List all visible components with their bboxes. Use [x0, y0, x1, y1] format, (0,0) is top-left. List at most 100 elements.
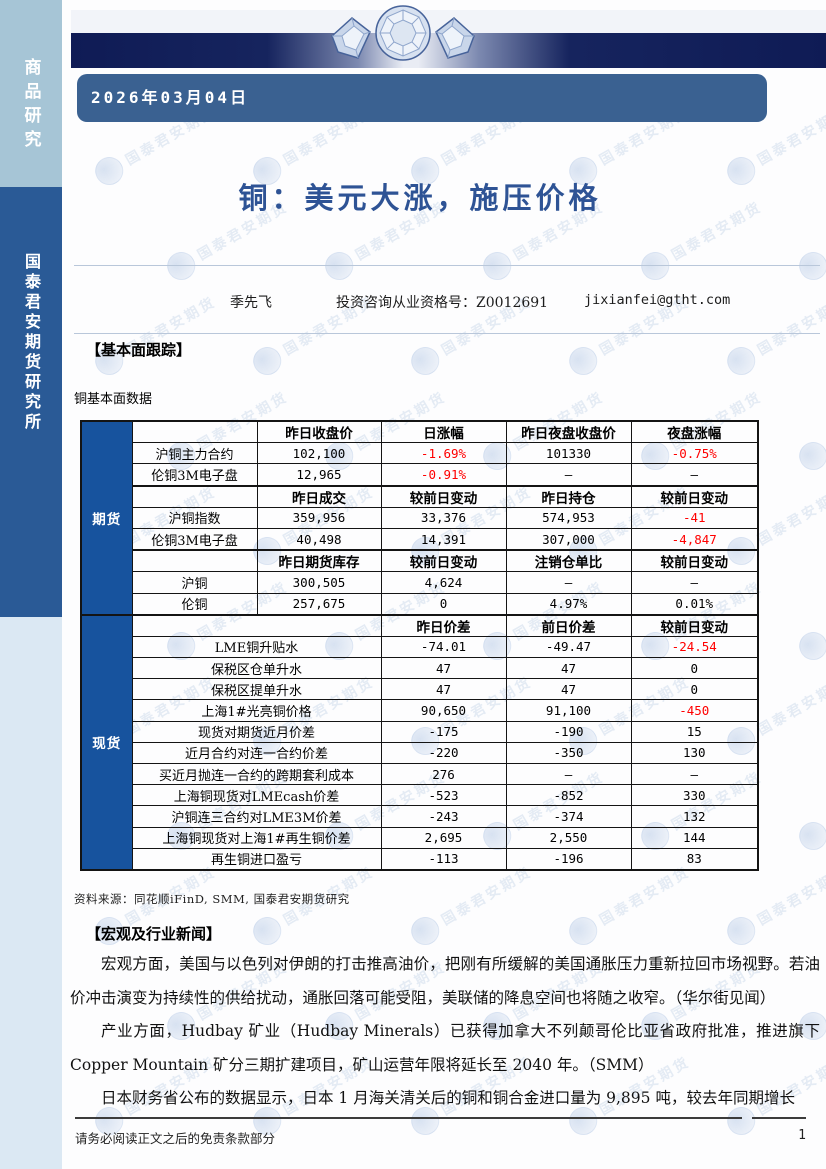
table-cell: 132 [630, 805, 759, 828]
table-subheader-cell [131, 484, 258, 508]
table-subheader-cell: 昨日夜盘收盘价 [505, 420, 632, 444]
table-cell: 330 [630, 784, 759, 807]
table-cell: – [505, 571, 632, 594]
table-cell: -852 [505, 784, 632, 807]
news-paragraph: 产业方面，Hudbay 矿业（Hudbay Minerals）已获得加拿大不列颠… [70, 1022, 820, 1074]
table-subheader-cell [131, 420, 258, 444]
table-row: 沪铜连三合约对LME3M价差 -243 -374 132 [81, 805, 759, 828]
watermark-logo: 国泰君安期货 [794, 383, 826, 476]
table-cell: 40,498 [256, 527, 382, 551]
report-title: 铜：美元大涨，施压价格 [238, 181, 602, 215]
table-cell: -0.91% [380, 463, 507, 487]
table-subheader-cell: 较前日变动 [630, 613, 759, 637]
table-cell: -350 [505, 741, 632, 765]
table-cell: 307,000 [505, 527, 632, 551]
table-cell: 沪铜 [131, 571, 258, 594]
table-cell: 上海铜现货对LMEcash价差 [131, 784, 382, 807]
table-cell: -24.54 [630, 635, 759, 659]
footer-disclaimer: 请务必阅读正文之后的免责条款部分 [75, 1131, 276, 1146]
table-cell: 沪铜指数 [131, 506, 258, 529]
table-cell: 47 [505, 678, 632, 701]
table-row: 昨日期货库存 较前日变动 注销仓单比 较前日变动 [81, 549, 759, 573]
table-row: 现货对期货近月价差 -175 -190 15 [81, 720, 759, 743]
page-number: 1 [798, 1128, 806, 1143]
section-news-header: 【宏观及行业新闻】 [86, 925, 222, 943]
table-cell: 47 [380, 678, 507, 701]
table-cell: 0 [630, 678, 759, 701]
sidebar-bottom-fill [0, 617, 62, 1169]
table-cell: -41 [630, 506, 759, 529]
table-cell: 伦铜3M电子盘 [131, 527, 258, 551]
table-cell: 574,953 [505, 506, 632, 529]
table-cell: -196 [505, 847, 632, 871]
sidebar-institute-band: 国泰君安期货研究所 [0, 187, 62, 617]
table-subheader-cell: 昨日持仓 [505, 484, 632, 508]
table-subheader-cell: 较前日变动 [630, 484, 759, 508]
table-row: 伦铜3M电子盘 40,498 14,391 307,000 -4,847 [81, 527, 759, 551]
table-cell: – [505, 762, 632, 786]
watermark-logo: 国泰君安期货 [722, 858, 826, 951]
table-cell: 91,100 [505, 699, 632, 722]
table-cell: 47 [380, 657, 507, 680]
table-cell: 0.01% [630, 592, 759, 616]
author-qualification: 投资咨询从业资格号：Z0012691 [336, 295, 549, 311]
table-cell: 12,965 [256, 463, 382, 487]
table-row: 再生铜进口盈亏 -113 -196 83 [81, 847, 759, 871]
table-cell: 4,624 [380, 571, 507, 594]
table-cell: – [505, 463, 632, 487]
watermark-logo: 国泰君安期货 [406, 858, 538, 951]
table-row: LME铜升贴水 -74.01 -49.47 -24.54 [81, 635, 759, 659]
table-row: 买近月抛连一合约的跨期套利成本 276– – [81, 762, 759, 786]
watermark-logo: 国泰君安期货 [794, 573, 826, 666]
table-cell: -0.75% [630, 442, 759, 465]
table-cell: 保税区仓单升水 [131, 657, 382, 680]
sidebar-category-band: 商品研究 [0, 0, 62, 187]
table-cell: -1.69% [380, 442, 507, 465]
table-cell: 300,505 [256, 571, 382, 594]
table-row: 伦铜3M电子盘 12,965 -0.91% – – [81, 463, 759, 487]
footer-divider [75, 1117, 806, 1119]
table-subheader-cell: 昨日收盘价 [256, 420, 382, 444]
table-cell: -175 [380, 720, 507, 743]
table-cell: -49.47 [505, 635, 632, 659]
table-cell: 33,376 [380, 506, 507, 529]
table-cell: 沪铜连三合约对LME3M价差 [131, 805, 382, 828]
table-row: 保税区提单升水 47 47 0 [81, 678, 759, 701]
table-cell: -450 [630, 699, 759, 722]
table-cell: 0 [380, 592, 507, 616]
table-cell: 上海1#光亮铜价格 [131, 699, 382, 722]
table-subheader-cell: 较前日变动 [630, 549, 759, 573]
date-bar: 2026年03月04日 [77, 74, 767, 122]
table-cell: – [630, 463, 759, 487]
table-cell: 359,956 [256, 506, 382, 529]
table-subheader-cell [131, 613, 382, 637]
table-row: 保税区仓单升水 47 47 0 [81, 657, 759, 680]
table-subheader-cell: 较前日变动 [380, 484, 507, 508]
table-cell: -74.01 [380, 635, 507, 659]
table-cell: -243 [380, 805, 507, 828]
table-cell: 0 [630, 657, 759, 680]
divider-above-author [74, 265, 820, 266]
news-paragraph: 日本财务省公布的数据显示，日本 1 月海关清关后的铜和铜合金进口量为 9,895… [101, 1089, 795, 1107]
table-cell: LME铜升贴水 [131, 635, 382, 659]
table-cell: 276 [380, 762, 507, 786]
table-row: 伦铜 257,675 0 4.97% 0.01% [81, 592, 759, 616]
table-row: 现货 昨日价差 前日价差 较前日变动 [80, 613, 759, 871]
table-row: 昨日成交 较前日变动 昨日持仓 较前日变动 [81, 484, 759, 508]
sidebar-institute-label: 国泰君安期货研究所 [22, 253, 41, 433]
table-row: 期货 昨日收盘价 日涨幅 昨日夜盘收盘价 夜盘涨幅 [80, 420, 759, 616]
table-cell: 沪铜主力合约 [131, 442, 258, 465]
table-cell: – [630, 762, 759, 786]
table-cell: 257,675 [256, 592, 382, 616]
fundamentals-table: 期货 昨日收盘价 日涨幅 昨日夜盘收盘价 夜盘涨幅 沪铜主力合约 102,100 -1.69%… [80, 420, 759, 871]
left-sidebar: 商品研究 国泰君安期货研究所 [0, 0, 62, 1169]
table-cell: 伦铜3M电子盘 [131, 463, 258, 487]
table-subheader-cell [131, 549, 258, 573]
news-paragraphs: 宏观方面，美国与以色列对伊朗的打击推高油价，把刚有所缓解的美国通胀压力重新拉回市… [70, 948, 820, 1116]
table-cell: -4,847 [630, 527, 759, 551]
author-row: 季先飞 投资咨询从业资格号：Z0012691 jixianfei@gtht.co… [0, 292, 826, 312]
footer-row: 请务必阅读正文之后的免责条款部分 1 [75, 1128, 806, 1147]
table-subheader-cell: 前日价差 [505, 613, 632, 637]
watermark-logo: 国泰君安期货 [794, 193, 826, 286]
